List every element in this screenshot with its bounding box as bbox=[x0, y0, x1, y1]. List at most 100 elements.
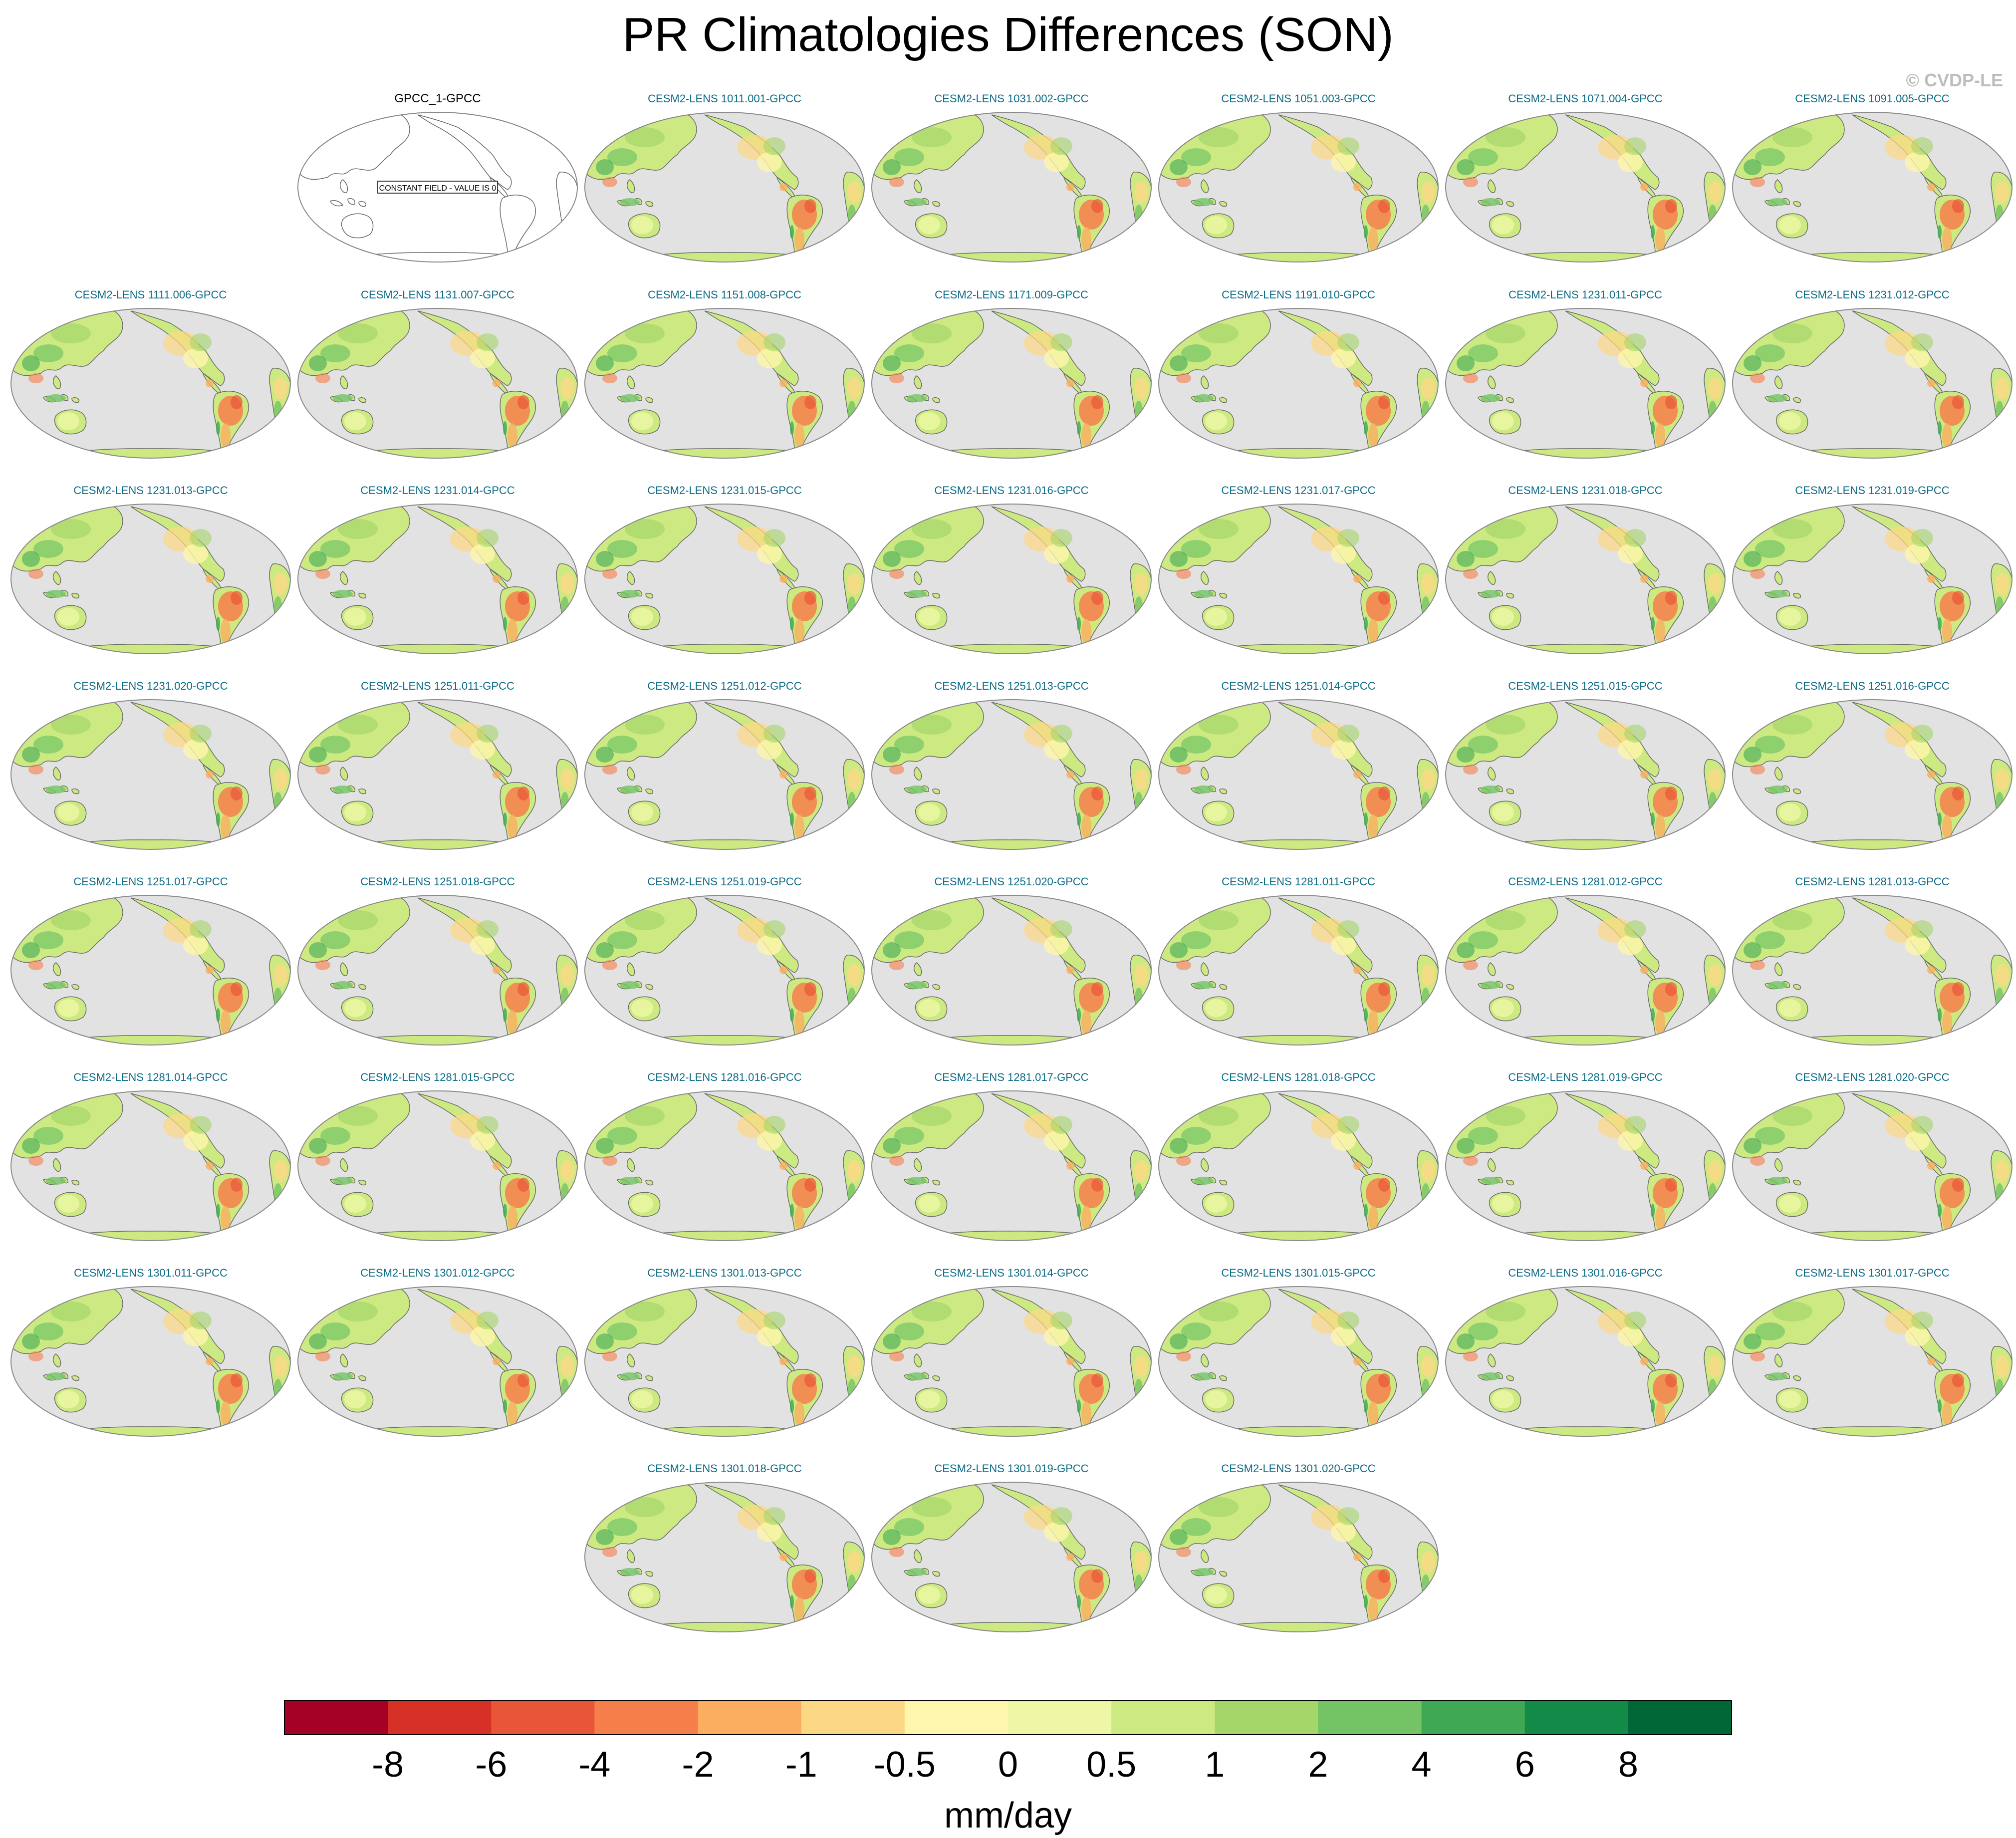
map-outline bbox=[1158, 504, 1439, 654]
map-outline bbox=[871, 1482, 1152, 1632]
colorbar-tick-label: -4 bbox=[578, 1745, 610, 1785]
map-panel-title: CESM2-LENS 1011.001-GPCC bbox=[648, 92, 801, 105]
colorbar-tick-labels: -8 -6 -4 -2 -1 -0.5 0 0.5 1 2 4 6 8 bbox=[372, 1745, 1638, 1785]
map-panel: CESM2-LENS 1231.018-GPCC bbox=[1445, 484, 1726, 654]
map-panel-title: CESM2-LENS 1301.012-GPCC bbox=[360, 1267, 514, 1279]
map-panel-title: CESM2-LENS 1251.012-GPCC bbox=[647, 680, 801, 692]
colorbar-frame bbox=[284, 1700, 1732, 1735]
colorbar: -8 -6 -4 -2 -1 -0.5 0 0.5 1 2 4 6 8 mm/day bbox=[0, 1697, 2016, 1836]
colorbar-tick-label: 0.5 bbox=[1086, 1745, 1136, 1785]
map-panel-title: CESM2-LENS 1281.011-GPCC bbox=[1222, 875, 1375, 888]
map-panel: CESM2-LENS 1281.013-GPCC bbox=[1732, 875, 2013, 1046]
map-panel-title: CESM2-LENS 1231.016-GPCC bbox=[934, 484, 1088, 497]
colorbar-tick-label: -6 bbox=[475, 1745, 507, 1785]
map-panel-title: CESM2-LENS 1091.005-GPCC bbox=[1795, 92, 1949, 105]
map-panel: CESM2-LENS 1251.012-GPCC bbox=[584, 680, 865, 850]
colorbar-box bbox=[491, 1701, 595, 1735]
map-panel: CESM2-LENS 1251.015-GPCC bbox=[1445, 680, 1726, 850]
map-panel-title: CESM2-LENS 1281.020-GPCC bbox=[1795, 1071, 1949, 1083]
colorbar-box bbox=[1008, 1701, 1112, 1735]
colorbar-boxes bbox=[284, 1700, 1732, 1735]
map-panel-title: CESM2-LENS 1281.014-GPCC bbox=[73, 1071, 228, 1083]
map-outline bbox=[297, 895, 578, 1046]
colorbar-tick-label: -2 bbox=[682, 1745, 714, 1785]
map-panels-svg: #map-detail .land { fill: #cde982; strok… bbox=[10, 92, 2013, 1632]
map-panel: CESM2-LENS 1301.019-GPCC bbox=[871, 1462, 1152, 1632]
constant-field-box bbox=[377, 181, 498, 194]
map-panel: CESM2-LENS 1231.014-GPCC bbox=[297, 484, 578, 654]
map-panel-title: CESM2-LENS 1031.002-GPCC bbox=[934, 92, 1088, 105]
map-outline bbox=[871, 504, 1152, 654]
colorbar-box bbox=[904, 1701, 1008, 1735]
map-panel-title: CESM2-LENS 1171.009-GPCC bbox=[935, 288, 1088, 301]
map-outline bbox=[1158, 1482, 1439, 1632]
map-outline bbox=[584, 504, 865, 654]
map-panel-title: CESM2-LENS 1231.020-GPCC bbox=[73, 680, 228, 692]
map-panel: CESM2-LENS 1301.012-GPCC bbox=[297, 1267, 578, 1437]
map-outline bbox=[1158, 1090, 1439, 1241]
colorbar-svg: -8 -6 -4 -2 -1 -0.5 0 0.5 1 2 4 6 8 mm/day bbox=[284, 1700, 1732, 1836]
colorbar-tick-label: 4 bbox=[1412, 1745, 1432, 1785]
map-outline bbox=[1445, 895, 1726, 1046]
map-panel-title: GPCC_1-GPCC bbox=[394, 92, 481, 105]
map-panel: CESM2-LENS 1301.018-GPCC bbox=[584, 1462, 865, 1632]
map-panel-title: CESM2-LENS 1301.014-GPCC bbox=[934, 1267, 1088, 1279]
map-outline bbox=[584, 112, 865, 263]
colorbar-tick-label: 1 bbox=[1205, 1745, 1225, 1785]
map-outline bbox=[1732, 1090, 2013, 1241]
map-outline bbox=[584, 1286, 865, 1437]
map-outline bbox=[871, 1286, 1152, 1437]
map-panel: CESM2-LENS 1281.016-GPCC bbox=[584, 1071, 865, 1241]
map-panel-title: CESM2-LENS 1251.013-GPCC bbox=[934, 680, 1088, 692]
map-panel: CESM2-LENS 1251.011-GPCC bbox=[297, 680, 578, 850]
map-panel-title: CESM2-LENS 1301.020-GPCC bbox=[1221, 1462, 1375, 1475]
map-panel: CESM2-LENS 1301.015-GPCC bbox=[1158, 1267, 1439, 1437]
map-panel-title: CESM2-LENS 1301.017-GPCC bbox=[1795, 1267, 1949, 1279]
colorbar-box bbox=[284, 1701, 388, 1735]
map-panel-title: CESM2-LENS 1251.018-GPCC bbox=[360, 875, 514, 888]
map-outline bbox=[10, 308, 291, 459]
map-panel: CESM2-LENS 1111.006-GPCC bbox=[10, 288, 291, 459]
map-panel: CESM2-LENS 1251.014-GPCC bbox=[1158, 680, 1439, 850]
map-outline bbox=[871, 1090, 1152, 1241]
map-panel-grid: #map-detail .land { fill: #cde982; strok… bbox=[10, 92, 2013, 1632]
map-panel-title: CESM2-LENS 1251.015-GPCC bbox=[1508, 680, 1662, 692]
map-panel-title: CESM2-LENS 1281.017-GPCC bbox=[934, 1071, 1088, 1083]
colorbar-box bbox=[388, 1701, 492, 1735]
map-outline bbox=[297, 308, 578, 459]
map-panel: CESM2-LENS 1051.003-GPCC bbox=[1158, 92, 1439, 263]
map-outline bbox=[871, 308, 1152, 459]
map-panel-title: CESM2-LENS 1301.011-GPCC bbox=[74, 1267, 228, 1279]
colorbar-unit-label: mm/day bbox=[944, 1796, 1072, 1836]
map-panel: CESM2-LENS 1031.002-GPCC bbox=[871, 92, 1152, 263]
map-outline bbox=[1445, 112, 1726, 263]
map-outline bbox=[10, 699, 291, 850]
map-outline bbox=[1158, 1286, 1439, 1437]
map-panel-title: CESM2-LENS 1281.018-GPCC bbox=[1221, 1071, 1375, 1083]
map-outline bbox=[871, 112, 1152, 263]
map-panel: CESM2-LENS 1301.020-GPCC bbox=[1158, 1462, 1439, 1632]
map-panel-title: CESM2-LENS 1281.019-GPCC bbox=[1508, 1071, 1662, 1083]
map-outline bbox=[10, 504, 291, 654]
map-outline bbox=[871, 699, 1152, 850]
map-panel-title: CESM2-LENS 1251.011-GPCC bbox=[361, 680, 514, 692]
figure-title: PR Climatologies Differences (SON) bbox=[622, 8, 1394, 61]
map-panel-title: CESM2-LENS 1231.019-GPCC bbox=[1795, 484, 1949, 497]
map-outline bbox=[1158, 895, 1439, 1046]
map-outline bbox=[1732, 895, 2013, 1046]
map-panel-title: CESM2-LENS 1251.017-GPCC bbox=[73, 875, 228, 888]
map-outline bbox=[1445, 699, 1726, 850]
colorbar-box bbox=[1111, 1701, 1215, 1735]
map-panel-title: CESM2-LENS 1071.004-GPCC bbox=[1508, 92, 1662, 105]
map-panel-title: CESM2-LENS 1111.006-GPCC bbox=[75, 288, 227, 301]
map-panel: CESM2-LENS 1281.018-GPCC bbox=[1158, 1071, 1439, 1241]
colorbar-tick-label: 2 bbox=[1308, 1745, 1328, 1785]
colorbar-box bbox=[594, 1701, 699, 1735]
map-panel: CESM2-LENS 1091.005-GPCC bbox=[1732, 92, 2013, 263]
colorbar-box bbox=[1215, 1701, 1318, 1735]
map-panel-title: CESM2-LENS 1231.014-GPCC bbox=[360, 484, 514, 497]
map-outline bbox=[1445, 504, 1726, 654]
map-outline bbox=[584, 1090, 865, 1241]
map-outline bbox=[1732, 504, 2013, 654]
copyright-notice: © CVDP-LE bbox=[1906, 70, 2003, 90]
